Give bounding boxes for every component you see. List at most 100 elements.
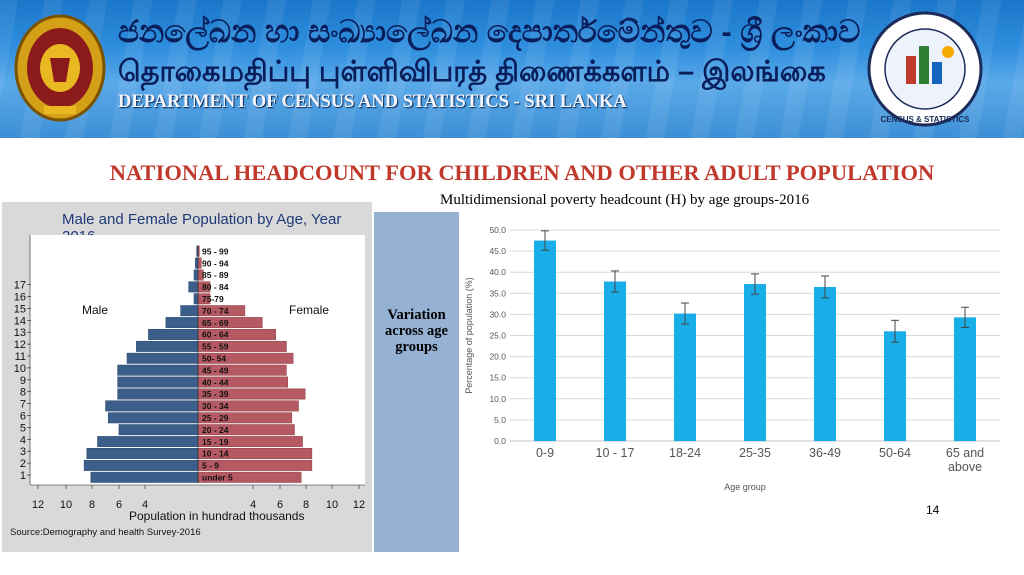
male-bar	[118, 424, 199, 436]
age-group-label: 10 - 14	[202, 449, 229, 459]
pyramid-x-tick-label: 12	[353, 499, 365, 511]
pyramid-x-tick-label: 8	[303, 499, 309, 511]
row-number-label: 16	[14, 292, 26, 304]
male-bar	[126, 352, 199, 364]
x-tick-label: 65 and	[946, 446, 984, 460]
male-bar	[107, 412, 199, 424]
male-bar	[180, 305, 199, 317]
age-group-label: 40 - 44	[202, 377, 229, 387]
age-group-label: under 5	[202, 473, 233, 483]
age-group-label: 80 - 84	[202, 282, 229, 292]
sidebar-text: Variation across age groups	[385, 307, 448, 355]
tamil-title: தொகைமதிப்பு புள்ளிவிபரத் திணைக்களம் – இல…	[118, 56, 826, 88]
x-tick-label: 18-24	[669, 446, 701, 460]
age-group-label: 65 - 69	[202, 318, 229, 328]
row-number-label: 12	[14, 339, 26, 351]
pyramid-source-note: Source:Demography and health Survey-2016	[10, 527, 201, 538]
age-group-label: 70 - 74	[202, 306, 229, 316]
male-bar	[193, 269, 199, 281]
x-tick-label: 10 - 17	[596, 446, 635, 460]
poverty-bar	[814, 286, 836, 441]
y-tick-label: 30.0	[489, 309, 506, 319]
poverty-bar	[884, 331, 906, 441]
y-tick-label: 50.0	[489, 225, 506, 235]
age-group-label: 5 - 9	[202, 461, 219, 471]
male-bar	[195, 257, 199, 269]
row-number-label: 13	[14, 327, 26, 339]
y-tick-label: 45.0	[489, 246, 506, 256]
row-number-label: 1	[20, 470, 26, 482]
age-group-label: 75-79	[202, 294, 224, 304]
male-bar	[165, 317, 199, 329]
slide-title: NATIONAL HEADCOUNT FOR CHILDREN AND OTHE…	[109, 160, 935, 185]
poverty-bar-chart: 0.0 5.0 10.0 15.0 20.0 25.0 30.0 35.0 40.0 45.0 50…	[464, 225, 1000, 492]
male-bar	[86, 448, 199, 459]
row-number-label: 4	[20, 434, 26, 446]
age-group-label: 15 - 19	[202, 437, 229, 447]
x-tick-label: 50-64	[879, 446, 911, 460]
census-statistics-logo-icon: CENSUS & STATISTICS	[867, 11, 983, 127]
y-tick-label: 0.0	[494, 436, 506, 446]
male-bar	[117, 388, 199, 400]
pyramid-x-tick-label: 10	[326, 499, 338, 511]
poverty-bar	[674, 313, 696, 441]
age-group-label: 45 - 49	[202, 365, 229, 375]
row-number-label: 17	[14, 280, 26, 292]
poverty-chart-title: Multidimensional poverty headcount (H) b…	[440, 192, 810, 208]
pyramid-x-tick-label: 10	[60, 499, 72, 511]
sinhala-title: ජනලේඛන හා සංඛ්‍යාලේඛන දෙපාර්තමේන්තුව - ශ…	[118, 14, 861, 49]
population-pyramid-panel: Male and Female Population by Age, Year …	[2, 202, 372, 552]
y-tick-label: 5.0	[494, 415, 506, 425]
y-tick-label: 15.0	[489, 373, 506, 383]
age-group-label: 95 - 99	[202, 246, 229, 256]
age-group-label: 85 - 89	[202, 270, 229, 280]
row-number-label: 2	[20, 458, 26, 470]
row-number-label: 14	[14, 315, 26, 327]
row-number-label: 6	[20, 411, 26, 423]
pyramid-x-tick-label: 6	[277, 499, 283, 511]
male-bar	[117, 376, 199, 388]
english-title: DEPARTMENT OF CENSUS AND STATISTICS - SR…	[118, 92, 627, 112]
age-group-label: 20 - 24	[202, 425, 229, 435]
variation-sidebar: Variation across age groups	[374, 212, 459, 552]
pyramid-x-tick-label: 12	[32, 499, 44, 511]
poverty-bar	[954, 317, 976, 441]
y-tick-label: 10.0	[489, 394, 506, 404]
x-tick-label: 36-49	[809, 446, 841, 460]
male-bar	[97, 436, 199, 448]
pyramid-x-tick-label: 8	[89, 499, 95, 511]
row-number-label: 5	[20, 422, 26, 434]
age-group-label: 90 - 94	[202, 258, 229, 268]
y-tick-label: 35.0	[489, 288, 506, 298]
female-bar	[197, 257, 202, 269]
row-number-label: 10	[14, 363, 26, 375]
poverty-bar	[604, 281, 626, 441]
male-label: Male	[82, 303, 108, 317]
male-bar	[188, 281, 199, 293]
age-group-label: 55 - 59	[202, 342, 229, 352]
pyramid-x-tick-label: 4	[250, 499, 256, 511]
x-tick-label: 25-35	[739, 446, 771, 460]
logo-text: CENSUS & STATISTICS	[880, 115, 970, 124]
population-pyramid-chart: under 5 5 - 9 10 - 14 15 - 19 20 - 24 25 - 29…	[14, 235, 365, 511]
age-group-label: 60 - 64	[202, 330, 229, 340]
poverty-bar	[534, 240, 556, 441]
age-group-label: 50- 54	[202, 354, 226, 364]
male-bar	[193, 293, 199, 305]
row-number-label: 15	[14, 303, 26, 315]
pyramid-x-tick-label: 6	[116, 499, 122, 511]
male-bar	[136, 340, 199, 352]
age-group-label: 35 - 39	[202, 389, 229, 399]
pyramid-x-axis-label: Population in hundrad thousands	[129, 509, 305, 523]
poverty-bar	[744, 284, 766, 441]
row-number-label: 11	[15, 351, 26, 363]
y-axis-label: Percentage of population (%)	[464, 277, 474, 394]
age-group-label: 30 - 34	[202, 401, 229, 411]
male-bar	[90, 471, 199, 483]
x-tick-label: 0-9	[536, 446, 554, 460]
x-axis-label: Age group	[724, 482, 766, 492]
y-tick-label: 20.0	[489, 352, 506, 362]
y-tick-label: 40.0	[489, 267, 506, 277]
male-bar	[105, 400, 199, 412]
row-number-label: 8	[20, 387, 26, 399]
